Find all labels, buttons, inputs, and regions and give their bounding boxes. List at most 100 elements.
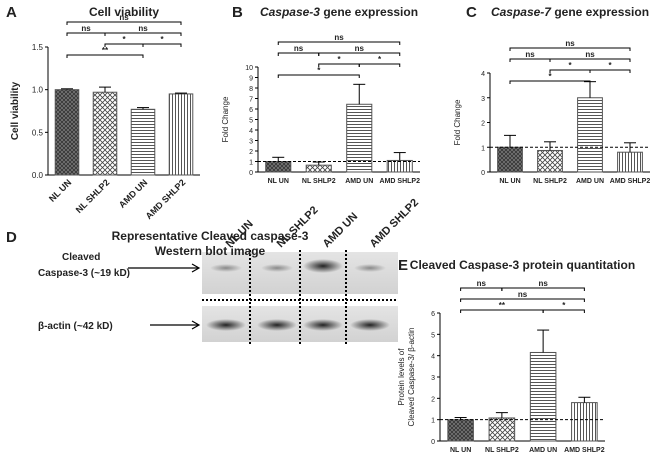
panel-letter: A xyxy=(6,4,17,21)
bar xyxy=(617,151,643,173)
bracket-line xyxy=(277,41,401,45)
x-tick-label: AMD UN xyxy=(529,447,557,454)
title-text: gene expression xyxy=(554,5,649,19)
x-tick-label: NL UN xyxy=(47,177,73,203)
y-tick-label: 5 xyxy=(249,118,253,125)
y-tick-label: 4 xyxy=(481,71,485,78)
significance-bracket: * xyxy=(358,55,401,67)
x-tick-label: AMD UN xyxy=(117,177,150,210)
chart-panel: C Caspase-7 gene expression Fold Change 0 1 2… xyxy=(453,4,650,185)
row-label: β-actin (~42 kD) xyxy=(38,321,113,332)
chart-title: Caspase-3 gene expression xyxy=(260,5,418,19)
blot-title: Western blot image xyxy=(155,244,266,258)
panel-letter: C xyxy=(466,4,477,21)
y-tick-label: 9 xyxy=(249,76,253,83)
y-tick-label: 3 xyxy=(249,139,253,146)
lane-label: AMD SHLP2 xyxy=(368,197,421,250)
y-tick-label: 1 xyxy=(431,418,435,425)
y-tick-label: 6 xyxy=(249,107,253,114)
x-tick-label: AMD UN xyxy=(345,178,373,185)
error-bar xyxy=(584,81,596,98)
significance-label: ns xyxy=(477,279,487,288)
y-tick-label: 10 xyxy=(245,65,253,72)
x-tick-label: NL SHLP2 xyxy=(533,178,567,185)
bar xyxy=(265,161,292,173)
significance-label: * xyxy=(608,61,612,70)
significance-bracket: ** xyxy=(66,46,144,58)
y-axis-label: Cleaved Caspase-3/ β-actin xyxy=(407,328,416,427)
y-tick-label: 8 xyxy=(249,86,253,93)
lane-label: NL SHLP2 xyxy=(275,204,321,250)
y-tick-label: 1 xyxy=(481,145,485,152)
y-axis-label: Fold Change xyxy=(221,96,230,142)
significance-label: * xyxy=(337,55,341,64)
significance-bracket: * xyxy=(142,35,182,47)
y-tick-label: 4 xyxy=(431,354,435,361)
bracket-line xyxy=(318,63,360,67)
panel-letter: B xyxy=(232,4,243,21)
error-bar xyxy=(578,396,591,403)
bar xyxy=(571,402,598,442)
bracket-line xyxy=(549,69,591,73)
x-tick-label: AMD SHLP2 xyxy=(610,178,651,185)
title-gene: Caspase-7 xyxy=(491,5,552,19)
y-tick-label: 5 xyxy=(431,332,435,339)
significance-bracket: ns xyxy=(509,50,551,62)
bracket-line xyxy=(104,32,182,36)
error-bar xyxy=(61,88,73,90)
x-tick-label: NL UN xyxy=(268,178,289,185)
significance-bracket: ns xyxy=(66,24,106,36)
significance-label: ns xyxy=(518,290,528,299)
significance-bracket: ns xyxy=(460,279,503,291)
error-bar xyxy=(537,329,550,353)
y-tick-label: 1 xyxy=(249,160,253,167)
y-tick-label: 0 xyxy=(431,439,435,446)
bracket-line xyxy=(549,58,631,62)
significance-label: * xyxy=(562,301,566,310)
x-tick-label: AMD SHLP2 xyxy=(564,447,605,454)
significance-label: ns xyxy=(138,24,148,33)
significance-bracket: * xyxy=(542,301,585,313)
error-bar xyxy=(504,134,516,148)
significance-label: ns xyxy=(119,13,129,22)
title-text: Cleaved Caspase-3 protein quantitation xyxy=(410,258,635,272)
y-tick-label: 2 xyxy=(481,121,485,128)
x-tick-label: NL SHLP2 xyxy=(485,447,519,454)
significance-label: * xyxy=(317,66,321,75)
bracket-line xyxy=(66,54,144,58)
significance-bracket: ns xyxy=(318,44,401,56)
bar xyxy=(488,417,516,442)
significance-bracket: ns xyxy=(460,290,585,302)
significance-label: ** xyxy=(499,301,506,310)
y-tick-label: 0.0 xyxy=(32,171,44,180)
title-text: Cell viability xyxy=(89,5,159,19)
significance-bracket: ns xyxy=(549,50,631,62)
x-tick-label: NL UN xyxy=(499,178,520,185)
error-bar xyxy=(393,152,406,161)
title-text: gene expression xyxy=(323,5,418,19)
significance-bracket: * xyxy=(277,66,360,78)
significance-bracket: ns xyxy=(66,13,182,25)
y-tick-label: 0 xyxy=(481,170,485,177)
significance-label: ns xyxy=(334,33,344,42)
y-tick-label: 3 xyxy=(431,375,435,382)
lane-label: AMD UN xyxy=(321,210,361,250)
bracket-line xyxy=(509,47,631,51)
chart-panel: B Caspase-3 gene expression Fold Change 0 1 2… xyxy=(221,4,420,185)
bar xyxy=(577,97,603,173)
significance-label: * xyxy=(160,35,164,44)
bracket-line xyxy=(460,309,544,313)
chart-panel: A Cell viability Cell viability 0.0 0.5 1.0 1.… xyxy=(6,4,200,221)
bracket-line xyxy=(142,43,182,47)
blot-title: Representative Cleaved caspase-3 xyxy=(112,229,309,243)
bracket-line xyxy=(66,32,106,36)
error-bar xyxy=(99,86,111,93)
significance-bracket: * xyxy=(104,35,144,47)
significance-label: ns xyxy=(538,279,548,288)
error-bar xyxy=(312,161,325,166)
x-tick-label: NL SHLP2 xyxy=(74,177,112,215)
x-tick-label: AMD SHLP2 xyxy=(144,177,188,221)
significance-bracket: ns xyxy=(501,279,585,291)
y-tick-label: 0 xyxy=(249,170,253,177)
